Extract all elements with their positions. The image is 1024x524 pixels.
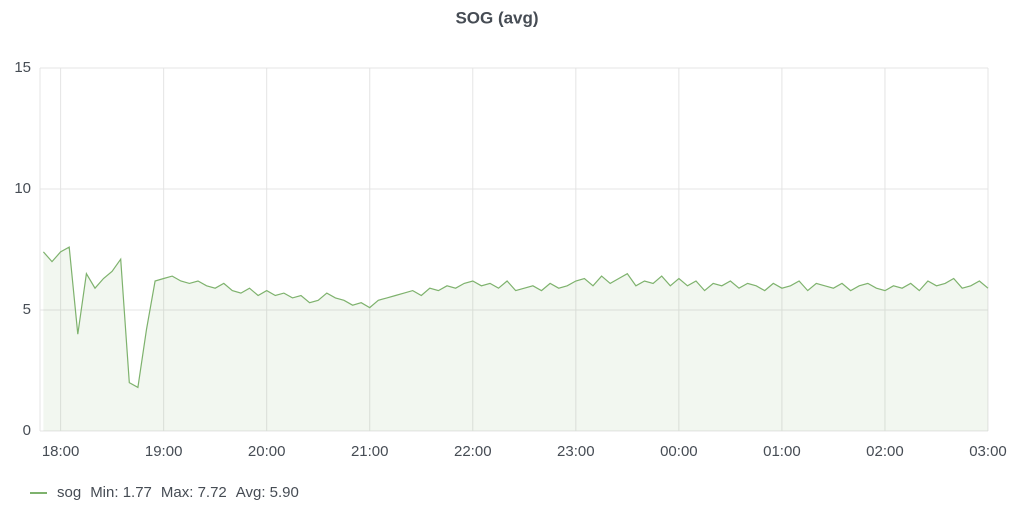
y-tick-label: 10 — [14, 180, 31, 197]
chart-title: SOG (avg) — [455, 8, 538, 27]
legend-stat: Avg: 5.90 — [236, 484, 299, 501]
x-tick-label: 19:00 — [145, 443, 183, 460]
series-area — [43, 247, 988, 431]
x-tick-label: 23:00 — [557, 443, 595, 460]
y-tick-label: 15 — [14, 59, 31, 76]
y-tick-label: 5 — [23, 301, 31, 318]
x-tick-label: 18:00 — [42, 443, 80, 460]
legend-stat: Min: 1.77 — [90, 484, 152, 501]
x-tick-label: 21:00 — [351, 443, 389, 460]
x-tick-label: 22:00 — [454, 443, 492, 460]
series-line — [42, 246, 989, 389]
x-tick-label: 20:00 — [248, 443, 286, 460]
legend-label: sog — [57, 484, 81, 501]
x-tick-label: 03:00 — [969, 443, 1007, 460]
y-tick-label: 0 — [23, 422, 31, 439]
x-tick-label: 02:00 — [866, 443, 904, 460]
x-tick-label: 00:00 — [660, 443, 698, 460]
x-tick-label: 01:00 — [763, 443, 801, 460]
legend-stat: Max: 7.72 — [161, 484, 227, 501]
